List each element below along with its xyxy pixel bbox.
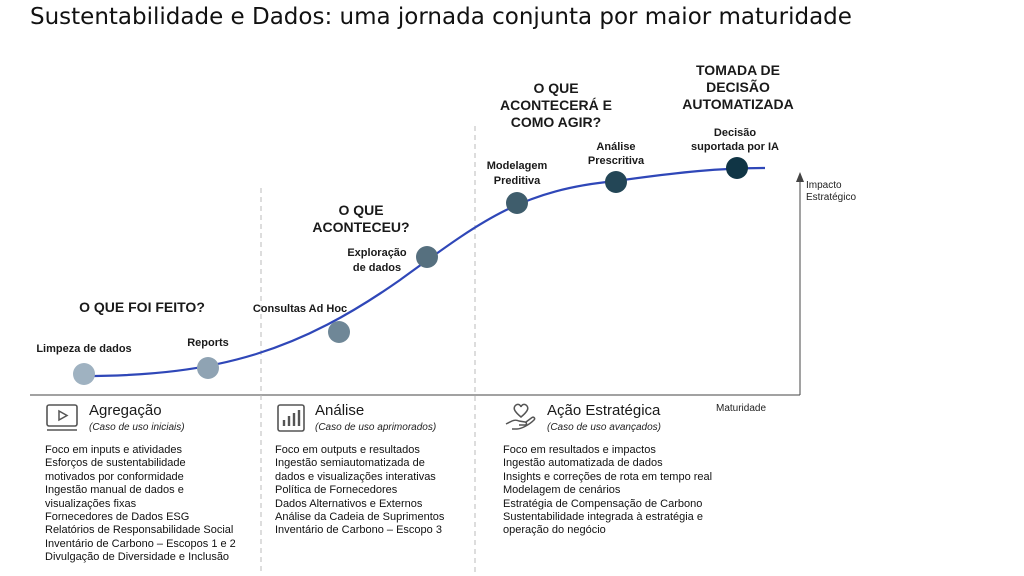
list-item: Inventário de Carbono – Escopos 1 e 2 [45,537,236,550]
point-label: Consultas Ad Hoc [253,303,347,315]
question-line: ACONTECEU? [312,219,409,235]
column-subtitle: (Caso de uso aprimorados) [315,422,437,433]
point-analise-prescritiva [605,171,627,193]
page-title: Sustentabilidade e Dados: uma jornada co… [30,4,852,30]
question-what-will-happen: O QUE ACONTECERÁ E COMO AGIR? [500,80,612,130]
point-limpeza-de-dados [73,363,95,385]
y-axis-arrow [796,172,804,182]
list-item: Divulgação de Diversidade e Inclusão [45,551,230,564]
list-item: Política de Fornecedores [275,484,398,497]
list-item: Sustentabilidade integrada à estratégia … [503,511,703,524]
list-item: Ingestão manual de dados e [45,484,184,497]
point-exploracao-de-dados [416,246,438,268]
question-line: DECISÃO [706,78,770,95]
column-header: Agregação (Caso de uso iniciais) [45,402,255,438]
point-label: Modelagem [487,160,548,172]
x-axis-label: Maturidade [716,403,766,414]
column-items: Foco em resultados e impactos Ingestão a… [503,444,763,538]
maturity-curve [83,166,766,378]
column-title: Agregação [89,402,162,419]
list-item: Foco em outputs e resultados [275,444,420,456]
point-label: Limpeza de dados [36,343,131,355]
list-item: Relatórios de Responsabilidade Social [45,524,234,537]
point-group: Análise Prescritiva [588,141,645,193]
column-title: Ação Estratégica [547,402,661,419]
point-label: Reports [187,337,229,349]
column-header: Análise (Caso de uso aprimorados) [275,402,470,438]
question-line: O QUE [338,202,383,218]
y-axis-label-line2: Estratégico [806,192,856,203]
list-item: dados e visualizações interativas [275,470,436,483]
point-label: suportada por IA [691,141,779,153]
column-items: Foco em outputs e resultados Ingestão se… [275,444,470,538]
list-item: operação do negócio [503,524,606,537]
point-label: Análise [596,141,635,153]
list-item: Análise da Cadeia de Suprimentos [275,511,445,524]
point-label: de dados [353,262,401,274]
list-item: Ingestão automatizada de dados [503,457,663,470]
column-header: Ação Estratégica (Caso de uso avançados) [503,402,763,438]
point-decisao-suportada-por-ia [726,157,748,179]
point-label: Prescritiva [588,155,645,167]
point-group: Decisão suportada por IA [691,127,779,179]
point-label: Decisão [714,127,756,139]
column-agregacao: Agregação (Caso de uso iniciais) Foco em… [45,402,255,565]
list-item: Foco em resultados e impactos [503,444,656,456]
question-line: TOMADA DE [696,62,780,78]
play-screen-icon [46,404,78,431]
point-group: Consultas Ad Hoc [253,303,350,343]
list-item: Esforços de sustentabilidade [45,457,186,470]
list-item: Foco em inputs e atividades [45,444,182,456]
column-acao-estrategica: Ação Estratégica (Caso de uso avançados)… [503,402,763,538]
bar-chart-icon [277,404,305,432]
question-line: COMO AGIR? [511,114,601,130]
list-item: Dados Alternativos e Externos [275,497,423,510]
point-label: Exploração [347,247,407,259]
point-reports [197,357,219,379]
point-label: Preditiva [494,175,541,187]
list-item: visualizações fixas [45,497,137,510]
point-consultas-ad-hoc [328,321,350,343]
list-item: Estratégia de Compensação de Carbono [503,497,703,510]
list-item: Inventário de Carbono – Escopo 3 [275,524,442,537]
column-analise: Análise (Caso de uso aprimorados) Foco e… [275,402,470,538]
list-item: Modelagem de cenários [503,484,621,497]
hand-heart-icon [505,403,536,430]
column-subtitle: (Caso de uso avançados) [547,422,661,433]
point-group: Modelagem Preditiva [487,160,548,214]
question-line: O QUE [533,80,578,96]
point-group: Reports [187,337,229,379]
question-what-happened: O QUE ACONTECEU? [312,202,409,235]
list-item: motivados por conformidade [45,470,184,483]
question-what-was-done: O QUE FOI FEITO? [79,299,205,315]
point-group: Exploração de dados [347,246,438,274]
list-item: Ingestão semiautomatizada de [275,457,425,470]
question-line: ACONTECERÁ E [500,97,612,113]
point-group: Limpeza de dados [36,343,132,385]
point-modelagem-preditiva [506,192,528,214]
question-line: AUTOMATIZADA [682,96,793,112]
question-automated-decision: TOMADA DE DECISÃO AUTOMATIZADA [682,62,793,112]
column-items: Foco em inputs e atividades Esforços de … [45,444,255,565]
column-subtitle: (Caso de uso iniciais) [89,422,185,433]
list-item: Fornecedores de Dados ESG [45,511,190,524]
list-item: Insights e correções de rota em tempo re… [503,470,713,483]
y-axis-label-line1: Impacto [806,180,842,191]
question-line: O QUE FOI FEITO? [79,299,205,315]
column-title: Análise [315,402,365,419]
